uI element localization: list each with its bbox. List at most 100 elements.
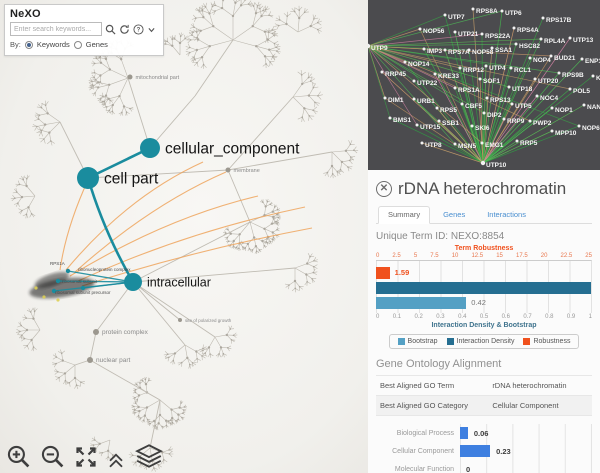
gene-node[interactable]	[528, 119, 532, 123]
help-icon[interactable]: ?	[133, 23, 144, 35]
gene-label[interactable]: URB1	[417, 98, 435, 105]
gene-label[interactable]: UTP8	[425, 142, 442, 149]
gene-label[interactable]: NOP58	[472, 49, 494, 56]
gene-label[interactable]: RRP12	[463, 67, 484, 74]
gene-node[interactable]	[514, 42, 518, 46]
gene-node[interactable]	[485, 96, 489, 100]
gene-label[interactable]: UTP15	[420, 124, 441, 131]
gene-label[interactable]: SSA1	[495, 47, 512, 54]
gene-node[interactable]	[549, 54, 553, 58]
gene-node[interactable]	[507, 85, 511, 89]
gene-label[interactable]: MSN5	[458, 143, 476, 150]
gene-node[interactable]	[582, 103, 586, 107]
gene-node[interactable]	[480, 32, 484, 36]
gene-label[interactable]: BUD21	[554, 55, 576, 62]
gene-label[interactable]: KRR1	[596, 75, 600, 82]
gene-node[interactable]	[533, 77, 537, 81]
gene-node[interactable]	[422, 47, 426, 51]
cluster-term-node[interactable]	[55, 278, 61, 284]
gene-node[interactable]	[515, 139, 519, 143]
close-icon[interactable]: ✕	[376, 181, 392, 197]
gene-node[interactable]	[467, 48, 471, 52]
gene-node[interactable]	[541, 16, 545, 20]
gene-node[interactable]	[460, 102, 464, 106]
gene-label[interactable]: RPS5	[440, 107, 457, 114]
selected-term-node[interactable]	[124, 273, 142, 291]
gene-node[interactable]	[435, 106, 439, 110]
gene-label[interactable]: UTP6	[505, 10, 522, 17]
gene-label[interactable]: UTP10	[486, 162, 507, 169]
gene-label[interactable]: SOF1	[483, 78, 500, 85]
gene-node[interactable]	[453, 142, 457, 146]
tab-genes[interactable]: Genes	[443, 210, 466, 219]
gene-node[interactable]	[420, 141, 424, 145]
gene-node[interactable]	[368, 43, 371, 49]
gene-node[interactable]	[568, 87, 572, 91]
gene-label[interactable]: RRP5	[520, 140, 538, 147]
selected-term-node[interactable]	[140, 138, 160, 158]
gene-node[interactable]	[580, 57, 584, 61]
gene-label[interactable]: NOP4	[533, 57, 551, 64]
gene-node[interactable]	[480, 160, 486, 166]
gene-label[interactable]: NOC4	[540, 95, 558, 102]
gene-node[interactable]	[418, 27, 422, 31]
gene-label[interactable]: UTP9	[371, 45, 388, 52]
gene-node[interactable]	[490, 46, 494, 50]
gene-node[interactable]	[433, 72, 437, 76]
refresh-icon[interactable]	[119, 24, 130, 35]
gene-node[interactable]	[500, 9, 504, 13]
gene-label[interactable]: RPL4A	[544, 38, 566, 45]
layers-button[interactable]	[134, 443, 164, 469]
gene-label[interactable]: DIM1	[388, 97, 404, 104]
gene-label[interactable]: NOP56	[423, 28, 445, 35]
gene-node[interactable]	[535, 94, 539, 98]
gene-label[interactable]: SKI6	[475, 125, 490, 132]
chevron-down-icon[interactable]	[147, 25, 156, 34]
gene-node[interactable]	[471, 7, 475, 11]
gene-label[interactable]: RPS8A	[476, 8, 498, 15]
gene-label[interactable]: RPS17B	[546, 17, 572, 24]
gene-label[interactable]: RCL1	[514, 67, 531, 74]
gene-node[interactable]	[453, 30, 457, 34]
gene-label[interactable]: RPS4A	[517, 27, 539, 34]
search-input[interactable]	[10, 22, 102, 36]
ontology-term-node[interactable]	[93, 329, 99, 335]
gene-label[interactable]: DIP2	[487, 112, 502, 119]
ontology-canvas[interactable]: mitochondrial part membrane protein comple…	[0, 0, 368, 473]
tab-interactions[interactable]: Interactions	[487, 210, 526, 219]
gene-label[interactable]: UTP18	[512, 86, 533, 93]
gene-label[interactable]: CBF5	[465, 103, 482, 110]
gene-node[interactable]	[482, 111, 486, 115]
gene-node[interactable]	[383, 96, 387, 100]
gene-node[interactable]	[539, 37, 543, 41]
gene-node[interactable]	[443, 48, 447, 52]
gene-node[interactable]	[480, 141, 484, 145]
gene-label[interactable]: ENP1	[585, 58, 600, 65]
gene-label[interactable]: RPS9B	[562, 72, 584, 79]
gene-label[interactable]: RPS1A	[458, 87, 480, 94]
selected-term-node[interactable]	[77, 167, 99, 189]
gene-node[interactable]	[577, 124, 581, 128]
fit-to-screen-button[interactable]	[74, 445, 98, 469]
search-icon[interactable]	[105, 24, 116, 35]
gene-label[interactable]: RPS22A	[485, 33, 511, 40]
gene-label[interactable]: UTP20	[538, 78, 559, 85]
gene-label[interactable]: KRE33	[438, 73, 459, 80]
gene-node[interactable]	[510, 102, 514, 106]
gene-label[interactable]: RRP45	[385, 71, 406, 78]
ontology-term-node[interactable]	[225, 167, 231, 173]
gene-label[interactable]: NOP6	[582, 125, 600, 132]
ontology-term-node[interactable]	[127, 74, 133, 80]
gene-node[interactable]	[591, 74, 595, 78]
gene-node[interactable]	[509, 66, 513, 70]
gene-node[interactable]	[512, 26, 516, 30]
keywords-radio-label[interactable]: Keywords	[36, 40, 70, 49]
gene-label[interactable]: UTP5	[515, 103, 532, 110]
gene-node[interactable]	[568, 36, 572, 40]
gene-node[interactable]	[415, 123, 419, 127]
gene-label[interactable]: UTP4	[489, 65, 506, 72]
gene-node[interactable]	[388, 116, 392, 120]
gene-label[interactable]: NAN1	[587, 104, 600, 111]
gene-label[interactable]: MPP10	[555, 130, 577, 137]
gene-node[interactable]	[443, 13, 447, 17]
